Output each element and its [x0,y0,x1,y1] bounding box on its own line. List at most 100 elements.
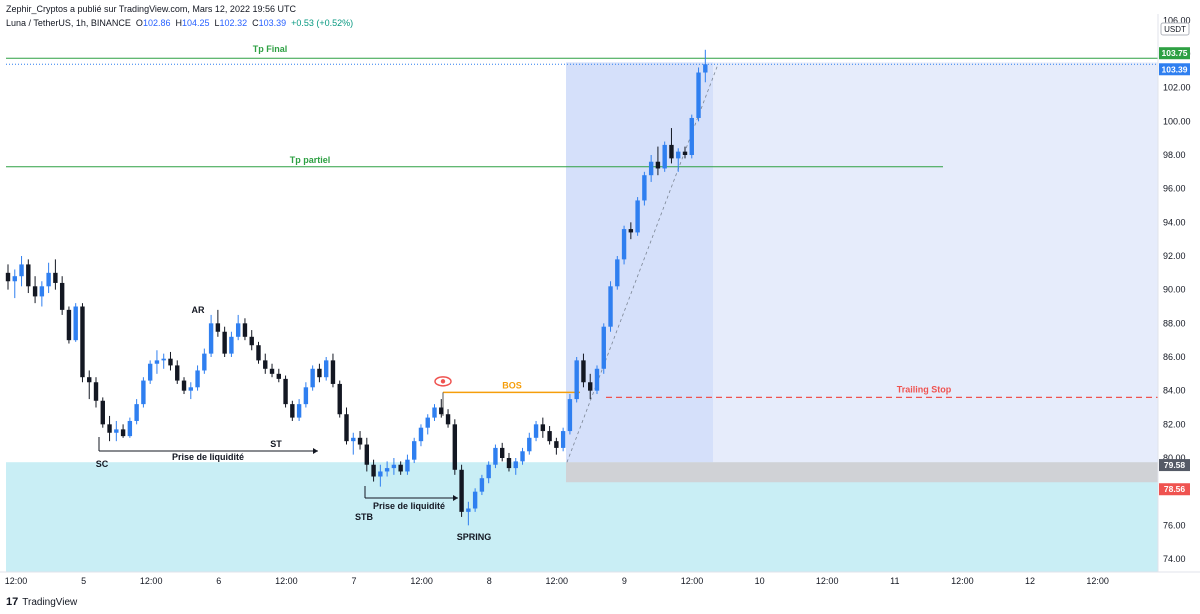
candle-body [682,151,688,155]
candle-body [66,309,72,341]
y-tick-label: 90.00 [1163,285,1186,295]
y-tick-label: 82.00 [1163,419,1186,429]
candle-body [93,382,99,401]
candle-body [181,380,187,391]
candle-body [39,286,45,297]
sc-label: SC [96,459,109,469]
price-axis: 74.0076.0078.0080.0082.0084.0086.0088.00… [1157,14,1191,572]
x-tick-label: 5 [81,576,86,586]
candle-body [527,437,532,452]
liq1-label: Prise de liquidité [172,452,244,462]
y-tick-label: 106.00 [1163,15,1191,25]
y-tick-label: 102.00 [1163,83,1191,93]
candle-body [642,175,647,201]
candle-body [567,399,573,432]
candle-body [19,264,24,277]
price-badge-text: 78.56 [1164,484,1186,494]
candle-body [445,414,451,425]
candle-body [506,458,512,469]
candle-body [520,451,525,462]
spring-label: SPRING [457,532,492,542]
currency-badge: USDT [1160,22,1190,36]
candle-body [222,331,227,354]
y-tick-label: 98.00 [1163,150,1186,160]
candle-body [337,383,342,415]
price-badge-box [1159,483,1190,496]
price-badge-text: 103.75 [1162,48,1188,58]
footer: 17 TradingView [6,596,77,608]
st-label: ST [270,439,282,449]
price-badge-box [1159,459,1190,472]
y-tick-label: 76.00 [1163,520,1186,530]
candle-body [242,323,248,337]
candle-body [303,387,309,405]
candle-body [141,380,146,405]
candle-body [202,353,207,371]
candle-body [391,464,397,469]
candle-body [168,358,173,366]
candle-body [689,117,694,155]
x-tick-label: 9 [622,576,627,586]
symbol-label: Luna / TetherUS, 1h, BINANCE [6,18,131,28]
candle-body [269,368,275,374]
y-tick-label: 94.00 [1163,217,1186,227]
eye-icon [434,376,452,387]
x-tick-label: 12:00 [1086,576,1109,586]
candle-body [147,363,153,381]
candle-body [540,424,546,432]
tradingview-logo-icon: 17 [6,596,19,608]
liq1-arrowhead [313,448,318,454]
x-tick-label: 7 [351,576,356,586]
candle-body [371,464,376,477]
price-badge-box [1159,47,1190,60]
candle-body [696,72,701,118]
candle-body [669,144,674,159]
candle-body [127,420,133,437]
x-tick-label: 8 [487,576,492,586]
candle-body [459,469,464,512]
x-tick-label: 12:00 [140,576,163,586]
ohlc-line: Luna / TetherUS, 1h, BINANCE O102.86 H10… [6,16,353,30]
tradingview-brand: TradingView [22,596,78,608]
candle-body [479,478,485,492]
y-tick-label: 96.00 [1163,184,1186,194]
candle-body [486,464,491,479]
candle-body [628,229,634,233]
candle-body [676,151,681,159]
eye-pupil [440,379,446,384]
candle-body [500,447,505,458]
price-badge: 103.39 [1159,63,1190,76]
candle-body [114,429,119,433]
low-label: L [214,18,220,28]
candle-body [100,400,105,425]
currency-badge-text: USDT [1164,25,1186,34]
candle-body [215,323,221,332]
candle-body [73,306,78,341]
x-tick-label: 12:00 [5,576,28,586]
candle-body [188,387,193,391]
open-label: O [135,18,143,28]
candle-body [655,161,661,169]
candle-body [466,508,471,512]
candle-body [357,437,363,445]
candle-body [87,377,92,383]
candle-body [662,144,667,169]
high-label: H [175,18,182,28]
candle-body [235,323,241,337]
publisher-line: Zephir_Cryptos a publié sur TradingView.… [6,4,296,14]
candle-body [5,272,11,282]
candle-body [412,441,417,460]
candle-body [208,323,214,354]
candle-body [432,407,437,418]
candle-body [175,365,180,381]
y-tick-label: 92.00 [1163,251,1186,261]
candle-body [547,431,552,442]
currency-badge-box [1160,22,1190,36]
candle-body [276,373,281,379]
candle-body [384,468,390,472]
candle-body [648,161,654,176]
chart-header: Zephir_Cryptos a publié sur TradingView.… [6,2,353,30]
y-tick-label: 88.00 [1163,318,1186,328]
x-tick-label: 12:00 [816,576,839,586]
